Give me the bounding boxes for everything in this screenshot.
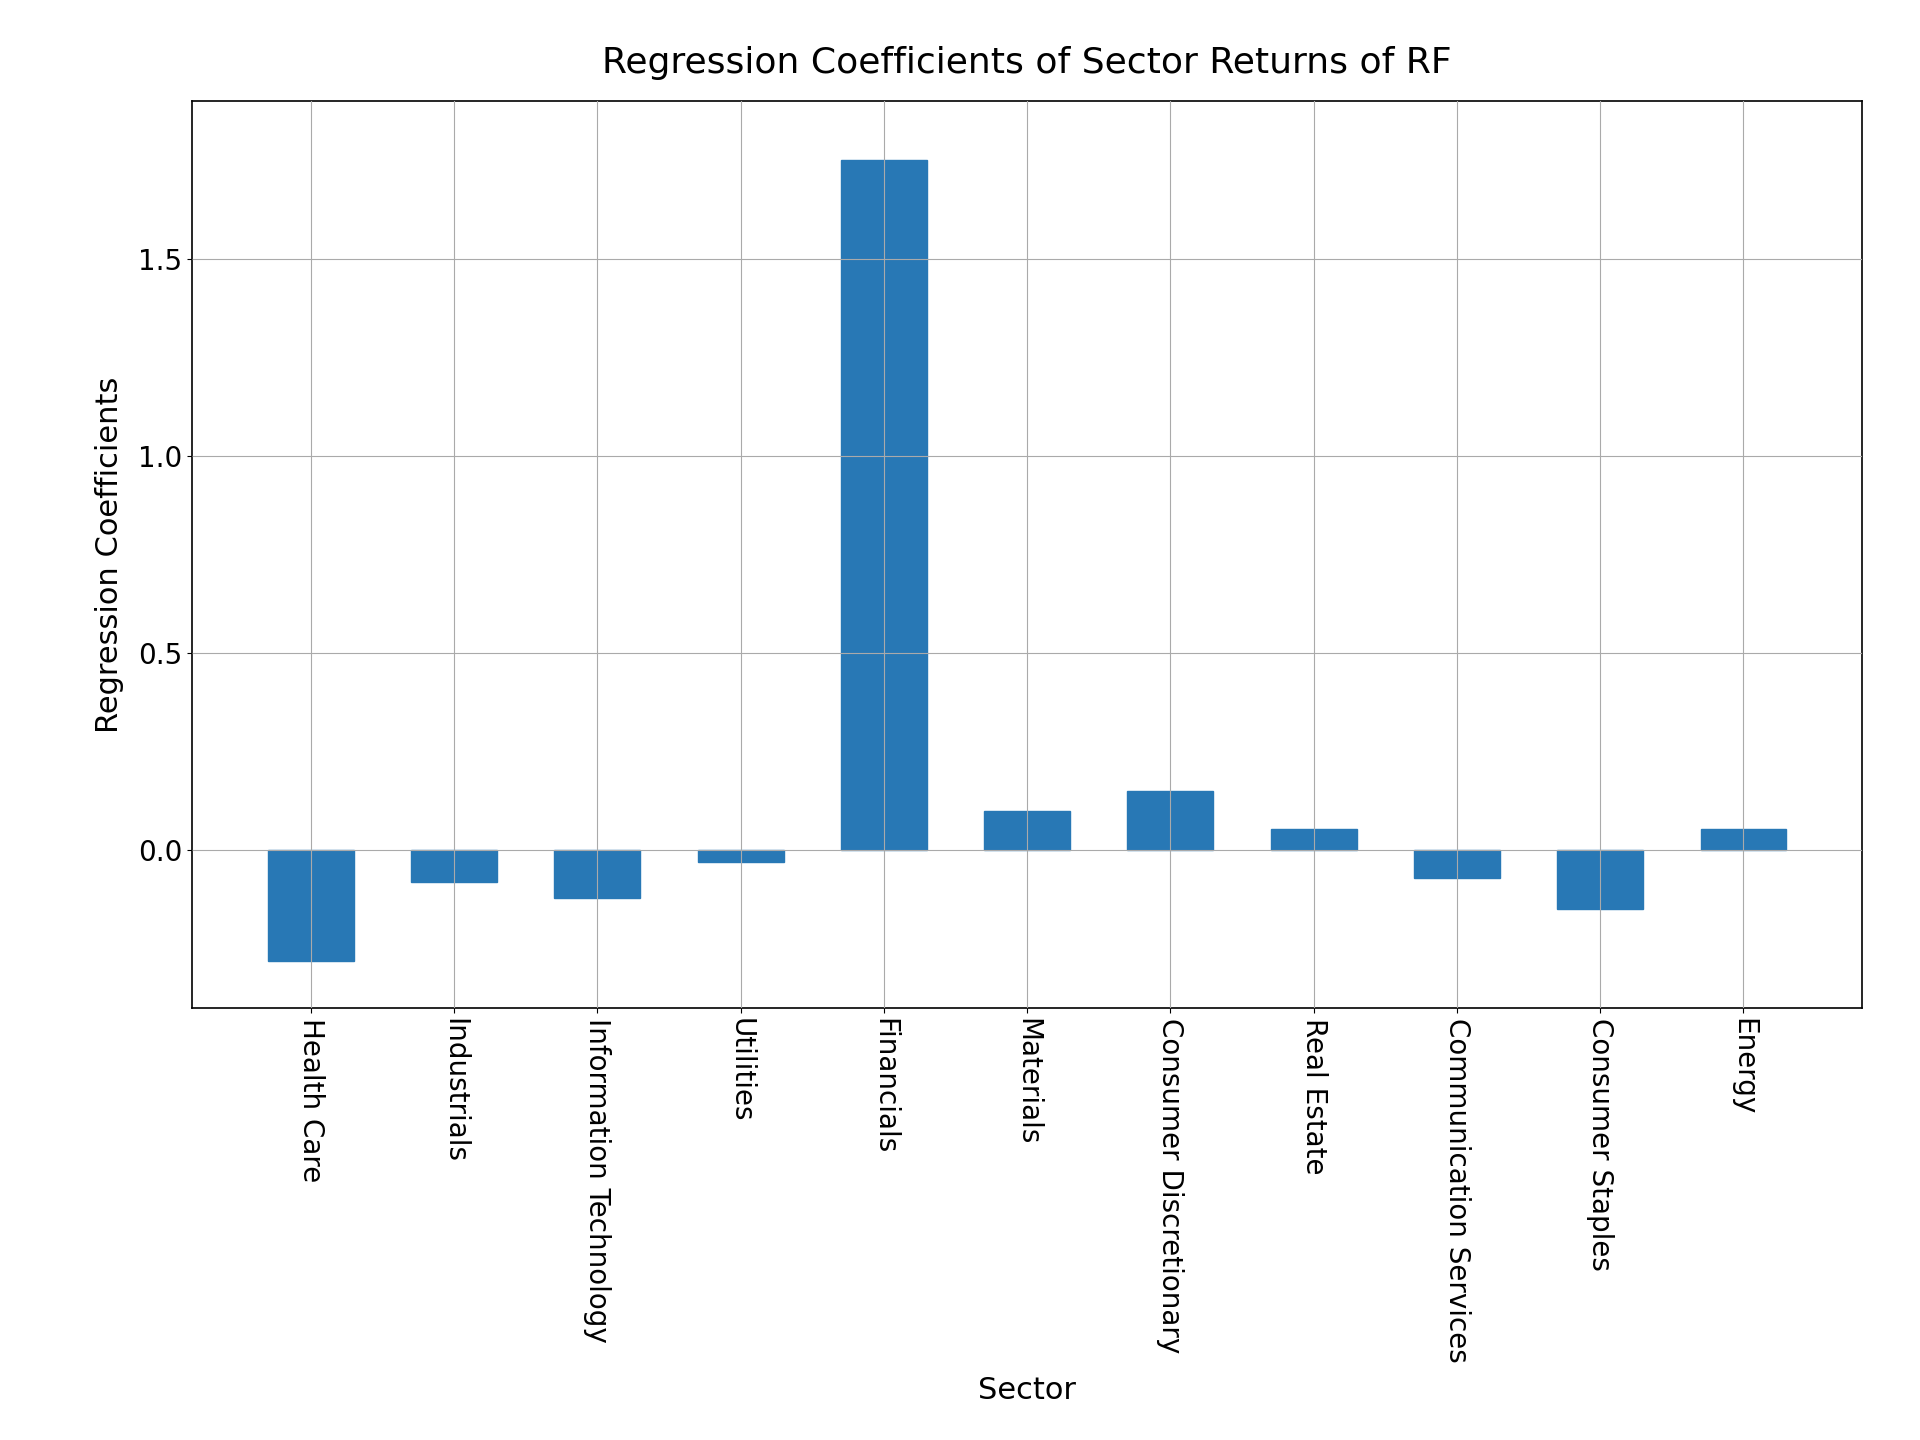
Bar <box>411 850 497 881</box>
Bar <box>985 811 1069 850</box>
Bar <box>1127 791 1213 850</box>
Bar <box>1701 828 1786 850</box>
Bar <box>1557 850 1644 910</box>
Y-axis label: Regression Coefficients: Regression Coefficients <box>94 376 125 733</box>
Bar <box>1413 850 1500 878</box>
Bar <box>841 160 927 850</box>
Bar <box>1271 828 1357 850</box>
X-axis label: Sector: Sector <box>977 1377 1077 1405</box>
Bar <box>269 850 353 960</box>
Bar <box>697 850 783 863</box>
Title: Regression Coefficients of Sector Returns of RF: Regression Coefficients of Sector Return… <box>603 46 1452 81</box>
Bar <box>555 850 641 897</box>
